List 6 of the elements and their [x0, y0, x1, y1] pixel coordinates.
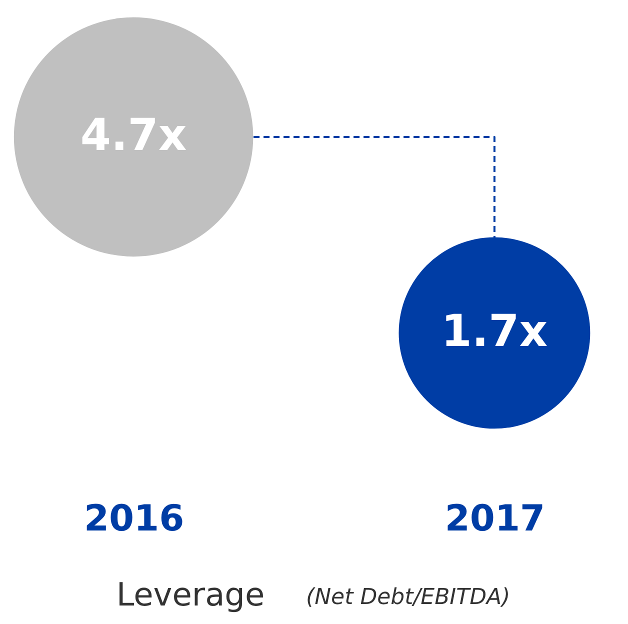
data-label: 1.7x	[441, 306, 548, 357]
text: (Net Debt/EBITDA)	[306, 585, 510, 610]
x-tick-label: 2017	[444, 498, 546, 540]
x-axis-title: Leverage	[116, 576, 265, 614]
data-label: 4.7x	[80, 110, 187, 161]
x-tick-label: 2016	[84, 498, 184, 540]
